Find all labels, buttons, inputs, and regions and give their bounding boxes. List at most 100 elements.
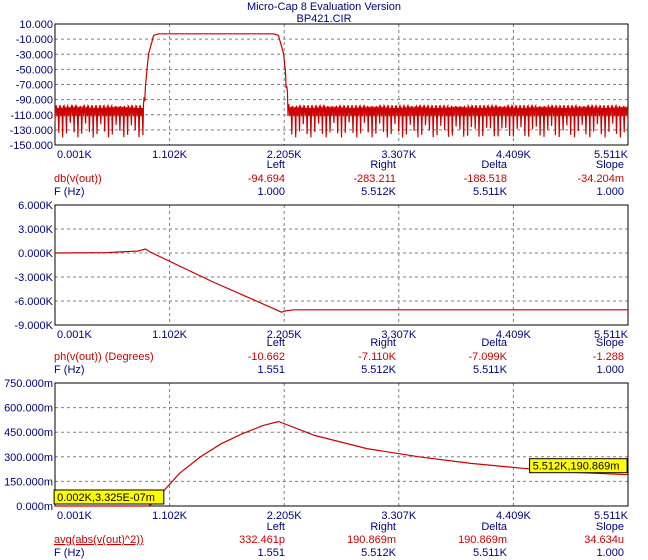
series-line <box>54 33 629 138</box>
readout-header-right: Right <box>370 337 396 349</box>
readout-header-slope: Slope <box>596 521 624 533</box>
y-tick-label: 6.000K <box>18 200 54 212</box>
y-tick-label: 750.000m <box>4 378 53 390</box>
magnitude-plot[interactable]: 0.001K 1.102K 2.205K 3.307K 4.409K 5.511K 10.0… <box>10 19 629 161</box>
readout-header-left: Left <box>267 159 285 171</box>
y-tick-label: 450.000m <box>4 427 53 439</box>
x-tick-label: 4.409K <box>496 149 532 161</box>
readout-x-delta: 5.511K <box>473 547 508 559</box>
x-tick-label: 3.307K <box>381 329 417 341</box>
y-tick-label: 0.000K <box>18 248 54 260</box>
x-tick-label: 2.205K <box>267 149 303 161</box>
plot-frame <box>54 382 629 507</box>
x-tick-label: 0.001K <box>57 149 93 161</box>
x-tick-label: 4.409K <box>496 329 532 341</box>
readout-table-3: Left Right Delta Slope avg(abs(v(out)^2)… <box>54 521 624 559</box>
x-tick-label: 1.102K <box>152 329 188 341</box>
readout-table-1: Left Right Delta Slope db(v(out)) -94.69… <box>54 159 624 198</box>
readout-expr-left: 332.461p <box>239 534 285 546</box>
readout-expr-slope: -34.204m <box>578 173 624 185</box>
y-tick-label: 10.000 <box>19 19 53 31</box>
readout-expr-delta: -7.099K <box>468 351 507 363</box>
readout-expr-delta: -188.518 <box>464 173 507 185</box>
plot-frame <box>54 204 629 326</box>
readout-x-left: 1.551 <box>257 364 285 376</box>
circuit-filename: BP421.CIR <box>296 13 351 25</box>
plot-frame <box>54 23 629 146</box>
series-line <box>54 248 628 313</box>
y-tick-label: -90.000 <box>16 95 53 107</box>
readout-header-right: Right <box>370 159 396 171</box>
readout-header-delta: Delta <box>481 337 508 349</box>
window-title: Micro-Cap 8 Evaluation Version <box>247 1 401 13</box>
y-tick-label: -3.000K <box>14 272 53 284</box>
readout-expr-label[interactable]: ph(v(out)) (Degrees) <box>54 351 154 363</box>
readout-header-slope: Slope <box>596 159 624 171</box>
x-tick-label: 5.511K <box>594 510 629 522</box>
readout-x-left: 1.551 <box>257 547 285 559</box>
y-tick-label: -130.000 <box>10 125 53 137</box>
cursor-tag: 5.512K,190.869m <box>529 458 628 474</box>
x-tick-label: 2.205K <box>267 510 303 522</box>
readout-x-right: 5.512K <box>361 547 397 559</box>
power-average-plot[interactable]: 0.001K 1.102K 2.205K 3.307K 4.409K 5.511K 750.… <box>4 378 629 522</box>
x-tick-label: 1.102K <box>152 510 188 522</box>
y-tick-label: -30.000 <box>16 49 53 61</box>
y-tick-label: -70.000 <box>16 80 53 92</box>
readout-expr-left: -10.662 <box>248 351 285 363</box>
readout-x-label[interactable]: F (Hz) <box>54 186 85 198</box>
readout-header-left: Left <box>267 337 285 349</box>
x-tick-label: 0.001K <box>57 510 93 522</box>
readout-x-slope: 1.000 <box>596 186 624 198</box>
y-tick-label: -10.000 <box>16 34 53 46</box>
y-tick-label: 0.000m <box>16 501 53 513</box>
readout-expr-label[interactable]: db(v(out)) <box>54 173 102 185</box>
y-tick-label: -9.000K <box>14 320 53 332</box>
readout-expr-left: -94.694 <box>248 173 285 185</box>
readout-table-2: Left Right Delta Slope ph(v(out)) (Degre… <box>54 337 624 376</box>
x-tick-label: 3.307K <box>381 510 417 522</box>
cursor-tag-label: 0.002K,3.325E-07m <box>57 492 155 504</box>
x-tick-label: 1.102K <box>152 149 188 161</box>
readout-x-slope: 1.000 <box>596 364 624 376</box>
y-tick-label: -110.000 <box>10 110 53 122</box>
readout-x-right: 5.512K <box>361 186 397 198</box>
readout-x-label[interactable]: F (Hz) <box>54 364 85 376</box>
y-tick-label: -50.000 <box>16 64 53 76</box>
readout-header-delta: Delta <box>481 521 508 533</box>
readout-expr-right: -283.211 <box>353 173 396 185</box>
cursor-tag-box <box>529 458 628 474</box>
x-tick-label: 5.511K <box>594 149 629 161</box>
y-tick-label: -6.000K <box>14 296 53 308</box>
phase-plot[interactable]: 0.001K 1.102K 2.205K 3.307K 4.409K 5.511K 6.00… <box>14 200 628 341</box>
readout-expr-slope: 34.634u <box>584 534 624 546</box>
x-tick-label: 5.511K <box>594 329 629 341</box>
readout-x-right: 5.512K <box>361 364 397 376</box>
readout-header-left: Left <box>267 521 285 533</box>
y-tick-label: -150.000 <box>10 140 53 152</box>
readout-expr-delta: 190.869m <box>458 534 507 546</box>
x-tick-label: 0.001K <box>57 329 93 341</box>
y-tick-label: 150.000m <box>4 476 53 488</box>
readout-x-left: 1.000 <box>257 186 285 198</box>
readout-x-slope: 1.000 <box>596 547 624 559</box>
readout-x-label[interactable]: F (Hz) <box>54 547 85 559</box>
cursor-tag-label: 5.512K,190.869m <box>533 461 620 473</box>
readout-x-delta: 5.511K <box>473 364 508 376</box>
cursor-tag-box <box>53 489 165 505</box>
x-tick-label: 4.409K <box>496 510 532 522</box>
readout-header-delta: Delta <box>481 159 508 171</box>
x-tick-label: 2.205K <box>267 329 303 341</box>
y-tick-label: 600.000m <box>4 403 53 415</box>
x-tick-label: 3.307K <box>381 149 417 161</box>
readout-expr-slope: -1.288 <box>593 351 624 363</box>
readout-header-slope: Slope <box>596 337 624 349</box>
cursor-tag: 0.002K,3.325E-07m <box>53 489 165 505</box>
readout-expr-label[interactable]: avg(abs(v(out)^2)) <box>54 534 144 546</box>
readout-x-delta: 5.511K <box>473 186 508 198</box>
y-tick-label: 3.000K <box>18 224 54 236</box>
readout-header-right: Right <box>370 521 396 533</box>
y-tick-label: 300.000m <box>4 452 53 464</box>
readout-expr-right: 190.869m <box>347 534 396 546</box>
